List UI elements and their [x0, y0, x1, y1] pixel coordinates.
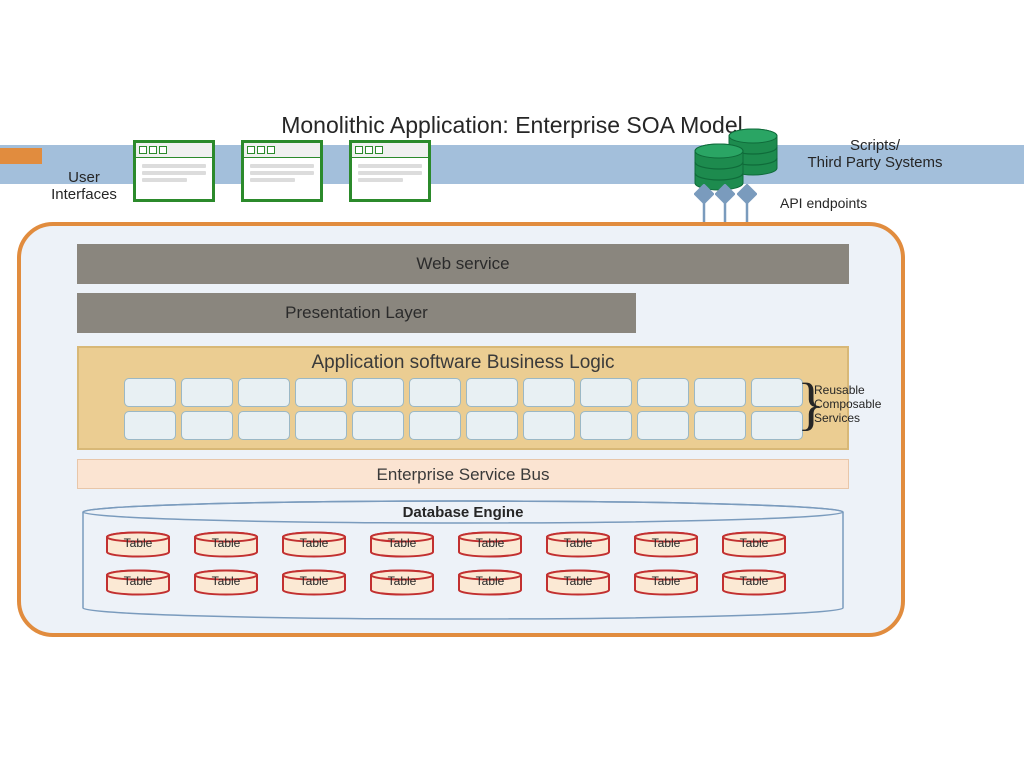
- web-service-layer: Web service: [77, 244, 849, 284]
- browser-window-icon: [133, 140, 215, 202]
- table-icon: Table: [633, 532, 699, 557]
- scripts-line1: Scripts/: [850, 137, 900, 154]
- table-icon: Table: [457, 532, 523, 557]
- table-icon: Table: [457, 570, 523, 595]
- service-box: [694, 411, 746, 440]
- business-logic-title: Application software Business Logic: [79, 352, 847, 374]
- table-icon: Table: [721, 532, 787, 557]
- table-icon: Table: [193, 532, 259, 557]
- service-box: [238, 378, 290, 407]
- reusable-services-label: Reusable Composable Services: [814, 384, 881, 425]
- scripts-line2: Third Party Systems: [807, 154, 942, 171]
- table-icon: Table: [105, 570, 171, 595]
- table-icon: Table: [721, 570, 787, 595]
- table-icon: Table: [545, 570, 611, 595]
- user-interfaces-label: User Interfaces: [44, 170, 124, 203]
- service-row: [79, 411, 847, 440]
- service-box: [409, 411, 461, 440]
- table-icon: Table: [281, 532, 347, 557]
- database-engine-title: Database Engine: [77, 504, 849, 521]
- table-icon: Table: [105, 532, 171, 557]
- table-icon: Table: [633, 570, 699, 595]
- service-box: [466, 378, 518, 407]
- service-box: [238, 411, 290, 440]
- service-box: [352, 411, 404, 440]
- esb-layer: Enterprise Service Bus: [77, 459, 849, 489]
- monolith-container: Web service Presentation Layer Applicati…: [17, 222, 905, 637]
- table-icon: Table: [545, 532, 611, 557]
- browser-window-icon: [349, 140, 431, 202]
- service-box: [523, 411, 575, 440]
- table-icon: Table: [369, 532, 435, 557]
- service-box: [751, 378, 803, 407]
- service-box: [124, 378, 176, 407]
- table-icon: Table: [281, 570, 347, 595]
- service-box: [352, 378, 404, 407]
- browser-window-icon: [241, 140, 323, 202]
- service-box: [181, 378, 233, 407]
- business-logic-layer: Application software Business Logic } Re…: [77, 346, 849, 450]
- table-icon: Table: [193, 570, 259, 595]
- service-box: [580, 411, 632, 440]
- table-row: Table Table Table Table Table Table Tabl…: [105, 570, 787, 595]
- diagram-title: Monolithic Application: Enterprise SOA M…: [0, 112, 1024, 139]
- presentation-layer: Presentation Layer: [77, 293, 636, 333]
- service-box: [295, 378, 347, 407]
- service-box: [580, 378, 632, 407]
- service-box: [637, 411, 689, 440]
- service-box: [409, 378, 461, 407]
- service-box: [124, 411, 176, 440]
- service-box: [181, 411, 233, 440]
- database-engine-layer: Database Engine Table Table Table Table …: [77, 500, 849, 620]
- service-box: [694, 378, 746, 407]
- service-box: [295, 411, 347, 440]
- table-icon: Table: [369, 570, 435, 595]
- service-box: [466, 411, 518, 440]
- api-endpoints-label: API endpoints: [780, 195, 867, 211]
- service-box: [751, 411, 803, 440]
- service-box: [523, 378, 575, 407]
- service-row: [79, 378, 847, 407]
- service-box: [637, 378, 689, 407]
- scripts-label: Scripts/ Third Party Systems: [775, 137, 975, 172]
- brace-line: Reusable: [814, 383, 865, 397]
- table-row: Table Table Table Table Table Table Tabl…: [105, 532, 787, 557]
- brace-line: Services: [814, 411, 860, 425]
- orange-accent: [0, 148, 42, 164]
- brace-line: Composable: [814, 397, 881, 411]
- database-icon: [693, 143, 745, 191]
